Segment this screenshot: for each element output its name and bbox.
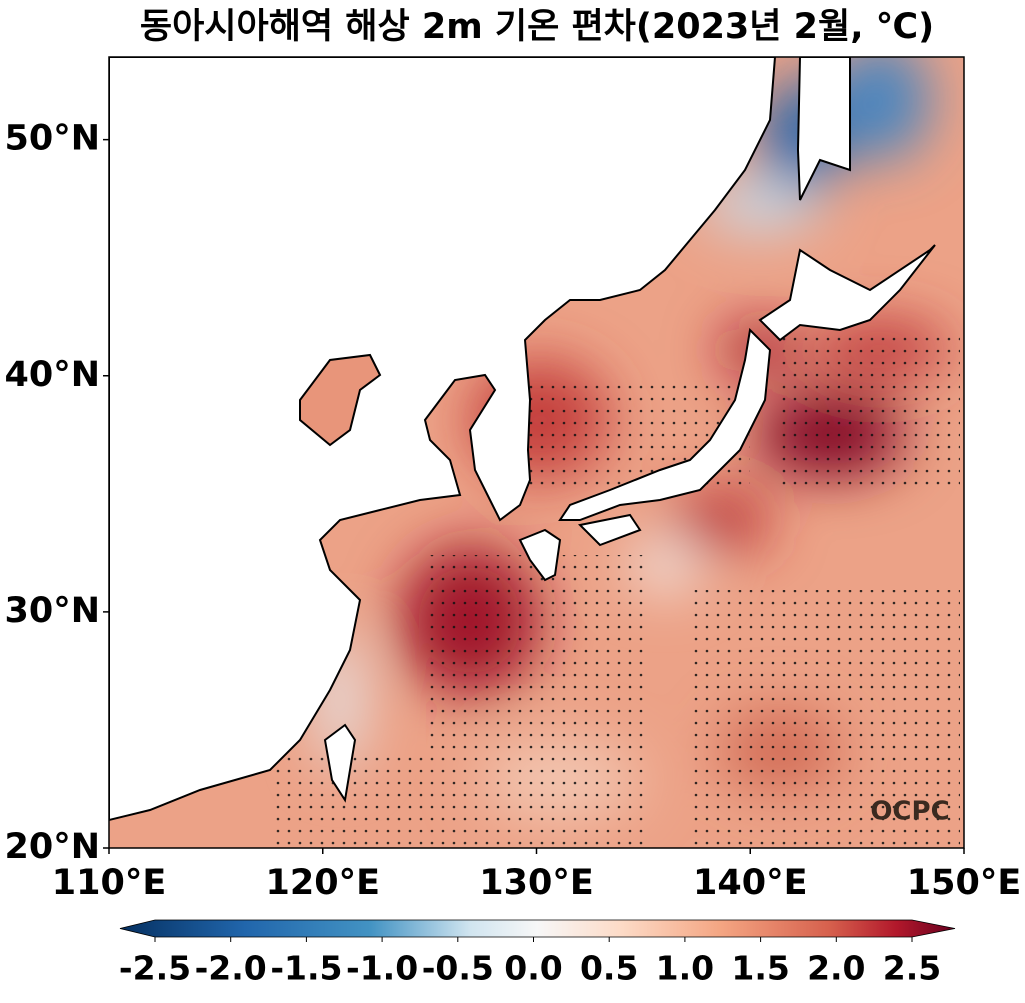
title: 동아시아해역 해상 2m 기온 편차(2023년 2월, ℃) [140, 7, 934, 47]
y-tick-label: 40°N [5, 355, 101, 395]
colorbar-tick-label: -2.5 [119, 949, 191, 988]
colorbar-tick-label: -0.5 [422, 949, 494, 988]
anomaly-field [109, 57, 964, 848]
x-tick-label: 140°E [693, 863, 807, 903]
y-tick-label: 30°N [5, 591, 101, 631]
watermark: OCPC [870, 797, 949, 827]
colorbar [119, 919, 956, 938]
colorbar-tick-label: 0.0 [504, 949, 562, 988]
x-tick-label: 110°E [52, 863, 166, 903]
colorbar-tick-label: -1.0 [346, 949, 418, 988]
x-tick-label: 150°E [907, 863, 1021, 903]
colorbar-tick-label: 0.5 [580, 949, 638, 988]
colorbar-tick-label: 2.5 [883, 949, 941, 988]
x-tick-label: 120°E [266, 863, 380, 903]
y-tick-label: 50°N [5, 119, 101, 159]
colorbar-tick-label: -2.0 [195, 949, 267, 988]
colorbar-tick-label: 1.5 [731, 949, 789, 988]
colorbar-tick-label: 1.0 [656, 949, 714, 988]
colorbar-tick-label: 2.0 [807, 949, 865, 988]
land [109, 57, 936, 822]
colorbar-tick-label: -1.5 [270, 949, 342, 988]
y-tick-label: 20°N [5, 827, 101, 867]
x-tick-label: 130°E [479, 863, 593, 903]
